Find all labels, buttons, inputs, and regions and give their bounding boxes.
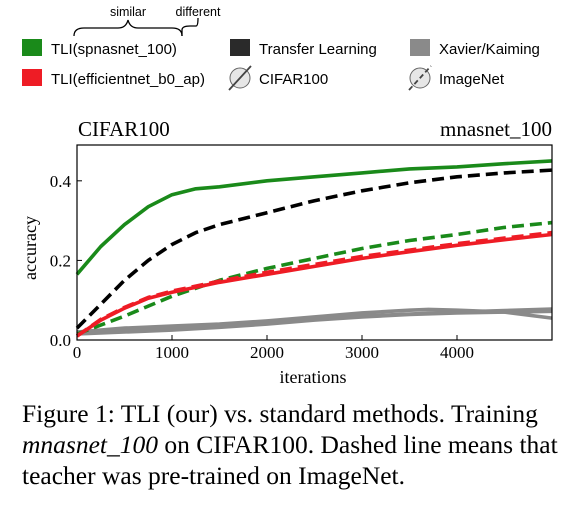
series-line-1 [75, 159, 553, 276]
x-tick-label: 3000 [345, 343, 379, 362]
plot-frame [76, 144, 553, 341]
legend-label-xavier: Xavier/Kaiming [439, 41, 540, 58]
brace-similar [73, 19, 183, 37]
ticks-layer: 0 1000 2000 3000 4000 0.0 0.2 0.4 [50, 172, 474, 362]
y-tick-label: 0.2 [50, 251, 71, 270]
x-tick-label: 1000 [155, 343, 189, 362]
chart-title-right: mnasnet_100 [440, 117, 552, 141]
chart-title-left: CIFAR100 [78, 117, 170, 141]
caption-text-1: Figure 1: TLI (our) vs. standard methods… [22, 399, 538, 428]
x-tick-label: 2000 [250, 343, 284, 362]
caption-text-2: on CIFAR100. Dashed line means that teac… [22, 430, 558, 490]
y-tick-label: 0.0 [50, 331, 71, 350]
brace-different-label: different [176, 5, 221, 19]
series-layer [75, 159, 553, 338]
caption-model-name: mnasnet_100 [22, 430, 158, 459]
legend-label-spnasnet: TLI(spnasnet_100) [51, 41, 177, 58]
series-line-8 [76, 309, 553, 336]
legend-swatch-xavier [410, 39, 430, 56]
legend-marker-cifar100 [228, 65, 252, 91]
legend-label-cifar100: CIFAR100 [259, 71, 328, 88]
x-axis-label: iterations [280, 367, 347, 387]
brace-similar-label: similar [110, 5, 146, 19]
legend-label-imagenet: ImageNet [439, 71, 505, 88]
legend-swatch-spnasnet [22, 39, 42, 56]
x-tick-label: 4000 [440, 343, 474, 362]
legend-swatch-transfer [230, 39, 250, 56]
figure-caption: Figure 1: TLI (our) vs. standard methods… [22, 398, 558, 491]
legend: similar different TLI(spnasnet_100) TLI(… [22, 5, 540, 91]
legend-label-transfer: Transfer Learning [259, 41, 377, 58]
legend-swatch-efficientnet [22, 69, 42, 86]
plot-area: 0 1000 2000 3000 4000 0.0 0.2 0.4 [50, 144, 553, 362]
figure: similar different TLI(spnasnet_100) TLI(… [20, 5, 553, 387]
legend-label-efficientnet: TLI(efficientnet_b0_ap) [51, 71, 205, 88]
x-tick-label: 0 [73, 343, 82, 362]
y-tick-label: 0.4 [50, 172, 72, 191]
series-line-5 [75, 168, 553, 330]
y-axis-label: accuracy [20, 216, 40, 280]
legend-marker-imagenet [408, 65, 432, 91]
series-line-4 [75, 230, 553, 338]
brace-different [181, 17, 199, 36]
